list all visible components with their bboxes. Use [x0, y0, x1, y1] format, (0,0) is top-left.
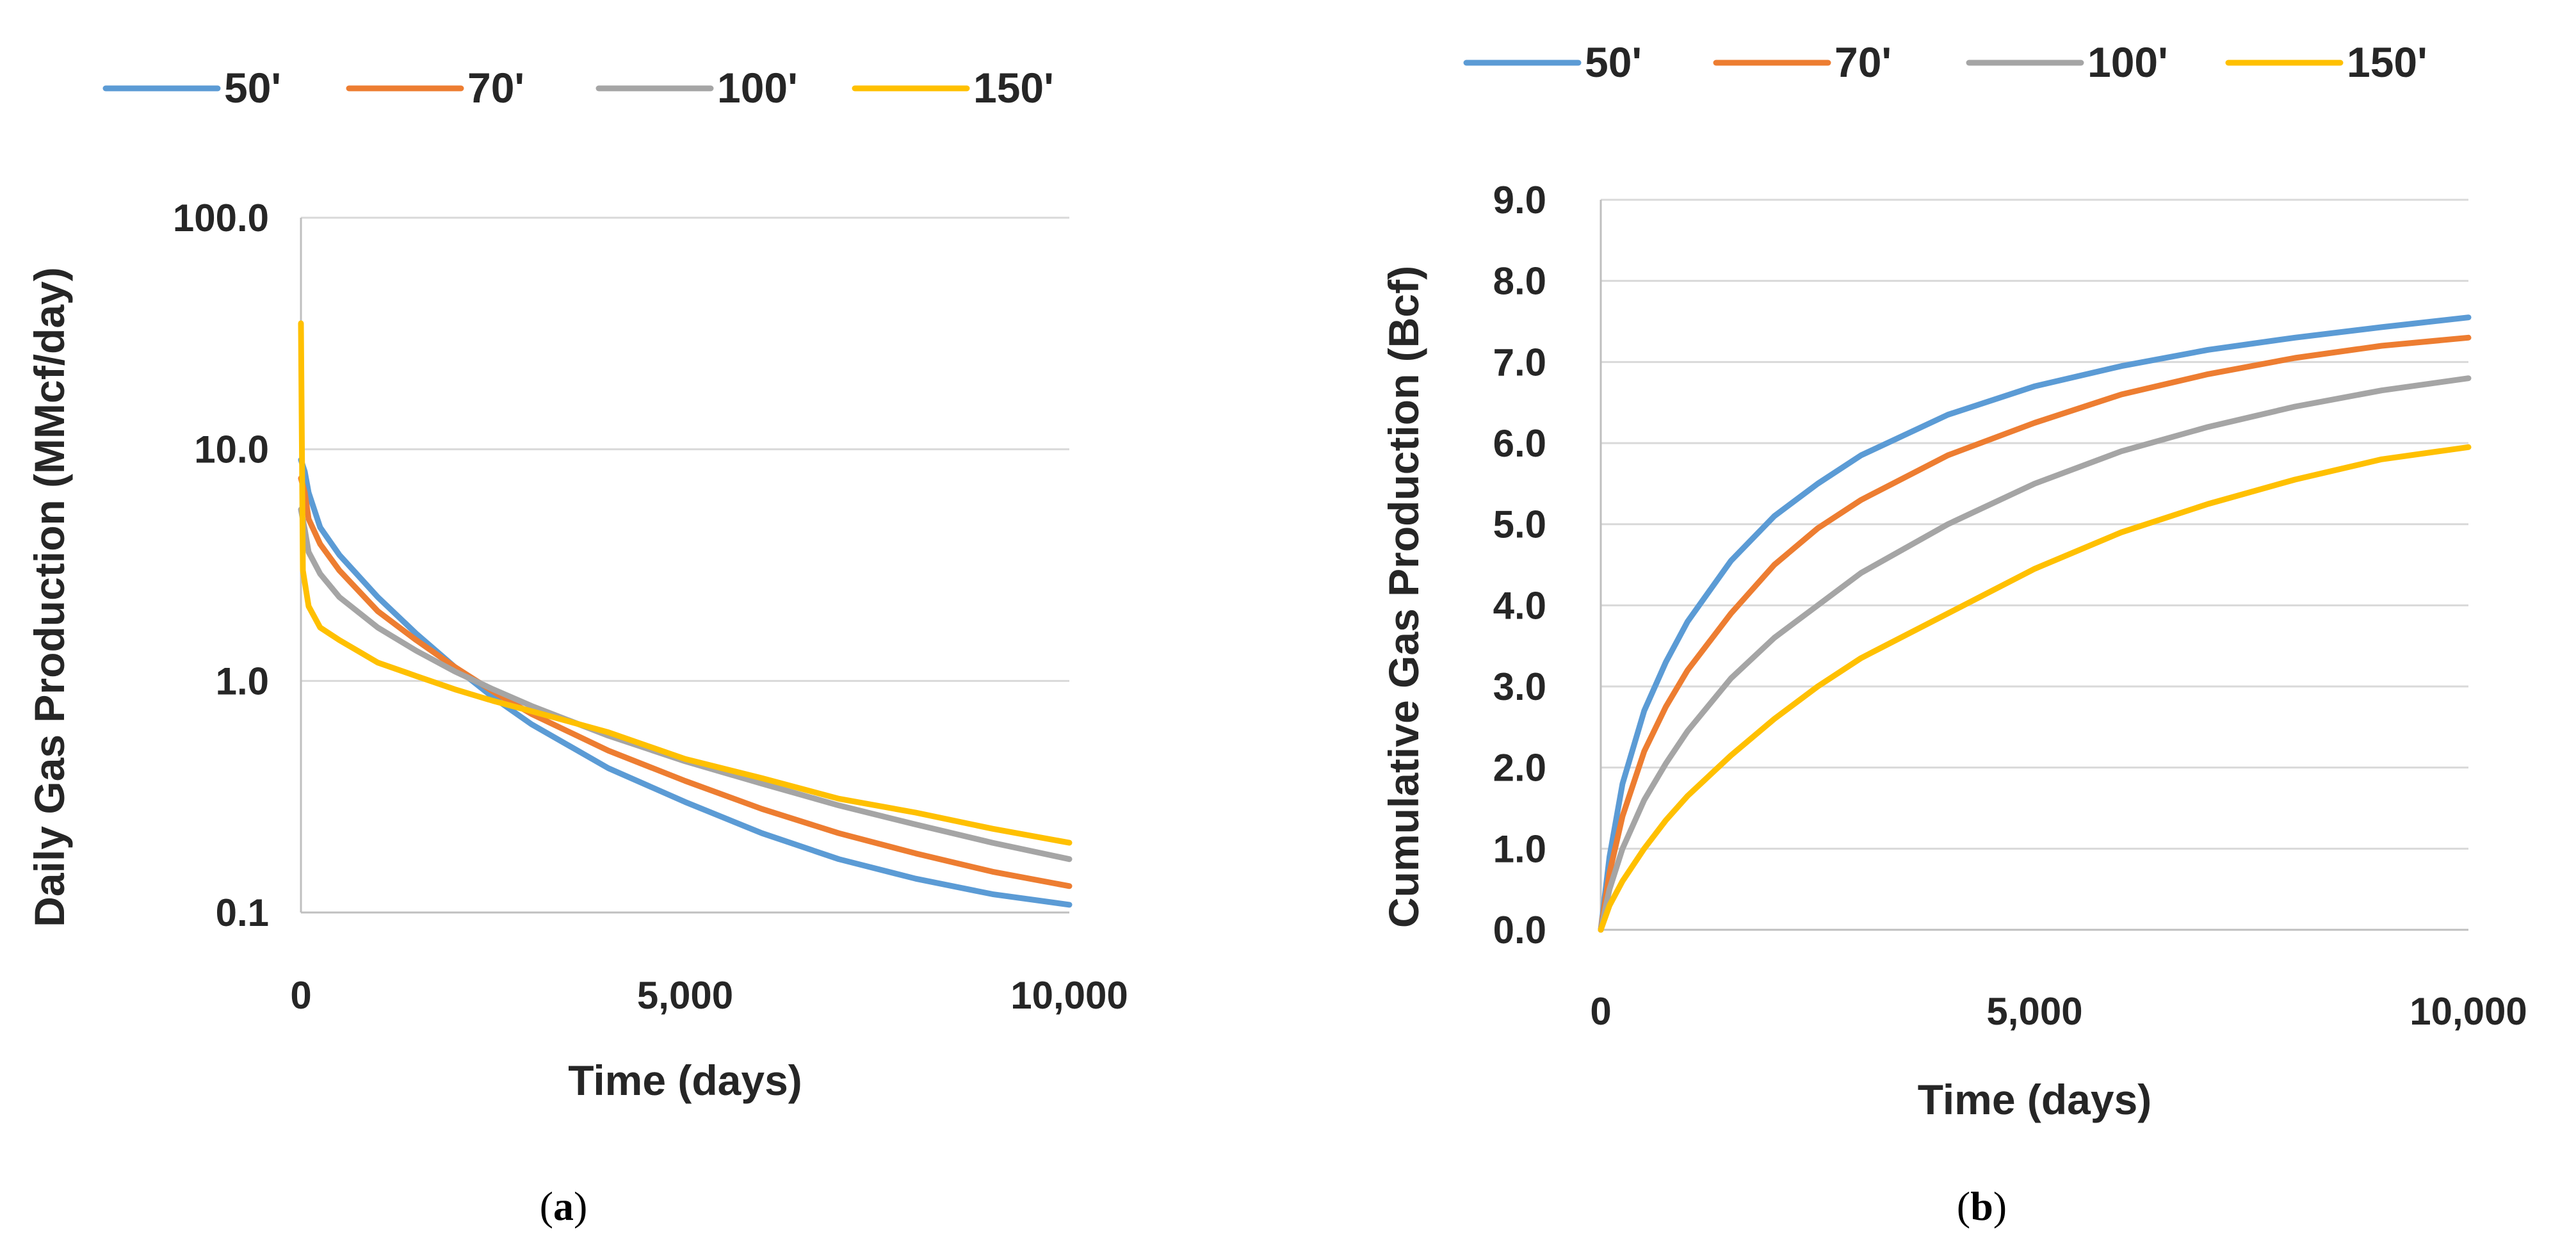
chart-a-legend-label-150ft: 150': [973, 64, 1054, 111]
chart-a-panel-letter: a: [553, 1183, 574, 1229]
chart-b-y-tick-label: 8.0: [1493, 260, 1546, 303]
chart-a-legend-label-70ft: 70': [467, 64, 524, 111]
chart-a-legend-label-50ft: 50': [224, 64, 281, 111]
chart-a-y-tick-label: 1.0: [216, 660, 269, 702]
chart-b-y-axis-title: Cumulative Gas Production (Bcf): [1380, 266, 1427, 928]
chart-a-x-tick-label: 5,000: [637, 974, 733, 1017]
chart-a-legend-label-100ft: 100': [717, 64, 798, 111]
chart-b-y-tick-label: 6.0: [1493, 422, 1546, 465]
chart-a-x-tick-label: 10,000: [1010, 974, 1128, 1017]
chart-a-panel-label: (a): [540, 1183, 588, 1229]
chart-b-y-tick-label: 1.0: [1493, 827, 1546, 870]
chart-a-y-tick-label: 0.1: [216, 891, 269, 934]
chart-a-series-line-70ft: [298, 475, 1073, 889]
chart-b-x-tick-label: 0: [1590, 990, 1611, 1033]
chart-b-y-tick-label: 2.0: [1493, 747, 1546, 790]
chart-b-series-line-150ft: [1598, 444, 2472, 933]
chart-b-y-tick-label: 0.0: [1493, 909, 1546, 952]
chart-b-legend-label-70ft: 70': [1835, 38, 1891, 86]
chart-a-series-line-150ft: [298, 320, 1073, 846]
chart-b-series-line-100ft: [1598, 375, 2472, 933]
chart-a-y-tick-label: 10.0: [194, 428, 269, 471]
chart-b-x-axis-title: Time (days): [1918, 1076, 2152, 1123]
chart-b-x-tick-label: 5,000: [1986, 990, 2082, 1033]
chart-a-y-tick-label: 100.0: [173, 197, 269, 239]
chart-b-cumulative-gas-production: 0.0 1.0 2.0 3.0 4.0 5.0 6.0 7.0 8.0 9.0 0 5,000 10,0…: [1380, 38, 2527, 1229]
chart-b-legend-label-100ft: 100': [2087, 38, 2168, 86]
chart-b-legend-label-150ft: 150': [2347, 38, 2427, 86]
chart-b-series-line-70ft: [1598, 334, 2472, 933]
chart-a-series-line-100ft: [298, 507, 1073, 863]
chart-b-x-tick-label: 10,000: [2410, 990, 2527, 1033]
chart-b-y-tick-label: 4.0: [1493, 584, 1546, 627]
chart-b-legend-label-50ft: 50': [1585, 38, 1642, 86]
chart-b-y-tick-label: 9.0: [1493, 179, 1546, 222]
chart-b-panel-letter: b: [1970, 1183, 1993, 1229]
chart-a-y-axis-title: Daily Gas Production (MMcf/day): [26, 267, 73, 927]
chart-b-y-tick-label: 5.0: [1493, 503, 1546, 546]
chart-b-panel-label: (b): [1957, 1183, 2007, 1229]
chart-b-series-line-50ft: [1598, 314, 2472, 933]
chart-a-daily-gas-production: 0.1 1.0 10.0 100.0 0 5,000 10,000 Time (days) Da…: [26, 64, 1128, 1229]
chart-a-x-tick-label: 0: [290, 974, 311, 1017]
chart-b-y-tick-label: 3.0: [1493, 665, 1546, 708]
chart-a-x-axis-title: Time (days): [568, 1057, 802, 1104]
chart-b-y-tick-label: 7.0: [1493, 341, 1546, 384]
chart-a-series-line-50ft: [298, 457, 1073, 908]
